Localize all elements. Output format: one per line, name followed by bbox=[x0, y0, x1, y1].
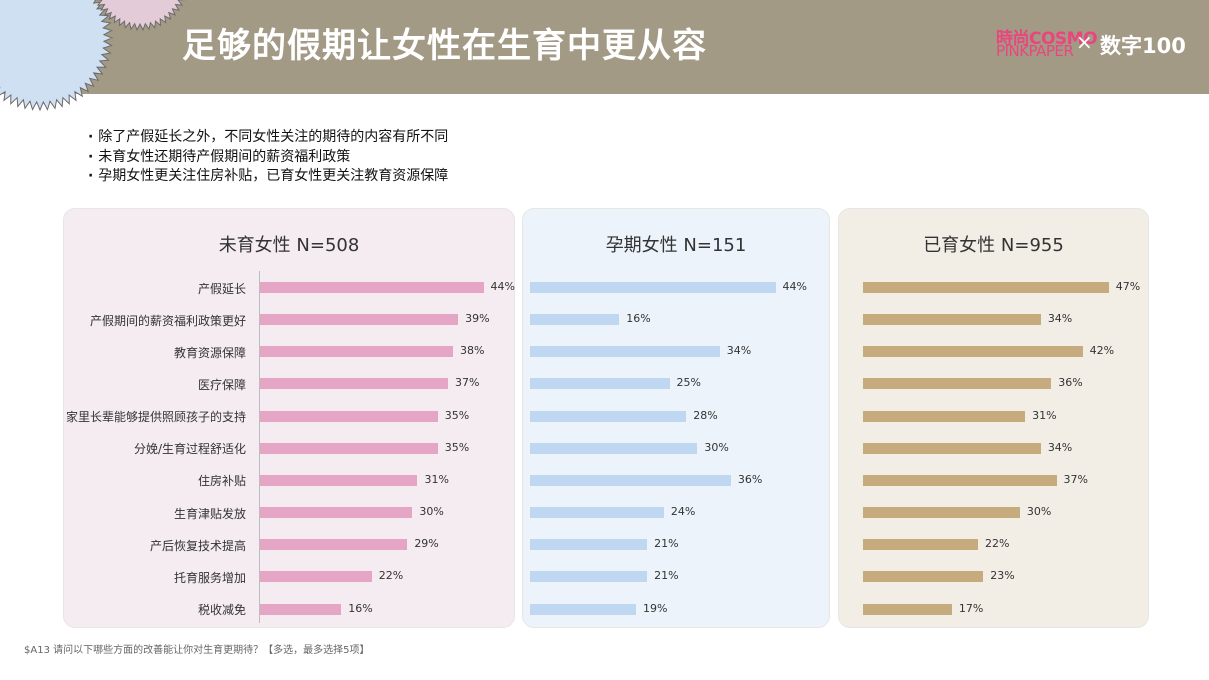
bar bbox=[260, 474, 418, 486]
bar bbox=[530, 346, 720, 358]
bar bbox=[530, 282, 776, 293]
bar bbox=[863, 346, 1083, 358]
value-label: 34% bbox=[1047, 440, 1073, 454]
chart-panel-childless: 未育女性 N=508 产假延长 44% 产假期间的薪资福利政策更好 39% 教育资源保障… bbox=[63, 208, 515, 628]
category-label: 分娩/生育过程舒适化 bbox=[133, 442, 246, 457]
collab-cross-icon: × bbox=[1076, 30, 1093, 54]
bar bbox=[530, 603, 637, 615]
bar bbox=[260, 282, 484, 293]
bar bbox=[530, 378, 670, 390]
category-label: 医疗保障 bbox=[197, 377, 246, 392]
bar bbox=[863, 539, 979, 551]
shuzi100-logo: 数字100 bbox=[1100, 34, 1186, 58]
value-label: 36% bbox=[1058, 376, 1083, 390]
category-label: 税收减免 bbox=[197, 603, 246, 617]
bar bbox=[530, 442, 698, 454]
page-title: 足够的假期让女性在生育中更从容 bbox=[182, 26, 707, 66]
bar bbox=[863, 442, 1041, 454]
bar bbox=[260, 507, 413, 519]
bar bbox=[863, 507, 1020, 519]
finding-item: 未育女性还期待产假期间的薪资福利政策 bbox=[88, 148, 448, 168]
value-label: 22% bbox=[378, 569, 404, 583]
value-label: 37% bbox=[454, 376, 480, 390]
value-label: 30% bbox=[419, 505, 444, 519]
value-label: 34% bbox=[1047, 312, 1073, 326]
value-label: 21% bbox=[654, 569, 679, 583]
value-label: 16% bbox=[626, 312, 651, 326]
category-label: 产后恢复技术提高 bbox=[149, 538, 246, 553]
value-label: 35% bbox=[444, 440, 470, 454]
value-label: 30% bbox=[704, 440, 729, 454]
value-label: 30% bbox=[1026, 505, 1052, 519]
decorative-starburst-icon bbox=[0, 0, 186, 112]
bar bbox=[260, 410, 438, 422]
bar bbox=[260, 442, 438, 454]
value-label: 42% bbox=[1089, 344, 1115, 358]
value-label: 24% bbox=[670, 505, 696, 519]
bar bbox=[260, 603, 342, 615]
bar bbox=[863, 378, 1052, 390]
value-label: 21% bbox=[654, 537, 679, 551]
category-label: 产假延长 bbox=[197, 281, 246, 296]
finding-item: 孕期女性更关注住房补贴，已育女性更关注教育资源保障 bbox=[88, 167, 448, 187]
bar bbox=[863, 474, 1057, 486]
bar bbox=[863, 410, 1026, 422]
bar bbox=[530, 474, 731, 486]
value-label: 31% bbox=[1032, 408, 1057, 422]
key-findings-list: 除了产假延长之外，不同女性关注的期待的内容有所不同 未育女性还期待产假期间的薪资… bbox=[88, 128, 448, 187]
category-label: 产假期间的薪资福利政策更好 bbox=[89, 313, 246, 328]
value-label: 34% bbox=[726, 344, 752, 358]
brand-logos: 時尚COSMO PINKPAPER × 数字100 bbox=[996, 24, 1196, 64]
value-label: 29% bbox=[414, 537, 439, 551]
bar bbox=[863, 282, 1109, 293]
finding-item: 除了产假延长之外，不同女性关注的期待的内容有所不同 bbox=[88, 128, 448, 148]
value-label: 31% bbox=[424, 472, 449, 486]
bar bbox=[530, 571, 648, 583]
chart-panel-pregnant: 孕期女性 N=151 44% 16% 34% 25% 28% 30% 36% 24% 21% 21… bbox=[522, 208, 830, 628]
category-label: 教育资源保障 bbox=[173, 345, 246, 360]
value-label: 44% bbox=[490, 280, 515, 293]
bar bbox=[863, 314, 1041, 326]
category-label: 托育服务增加 bbox=[173, 570, 246, 585]
cosmo-logo: 時尚COSMO bbox=[996, 29, 1098, 49]
value-label: 17% bbox=[958, 601, 984, 615]
category-label: 住房补贴 bbox=[197, 474, 246, 489]
bar bbox=[530, 314, 620, 326]
bar bbox=[260, 378, 448, 390]
header-banner: 足够的假期让女性在生育中更从容 時尚COSMO PINKPAPER × 数字10… bbox=[0, 0, 1209, 112]
value-label: 39% bbox=[465, 312, 490, 326]
bar bbox=[260, 571, 372, 583]
bar bbox=[530, 539, 648, 551]
bar bbox=[863, 603, 952, 615]
value-label: 25% bbox=[676, 376, 701, 390]
value-label: 37% bbox=[1063, 472, 1088, 486]
chart-title: 未育女性 N=508 bbox=[218, 235, 360, 256]
bar bbox=[260, 346, 454, 358]
value-label: 44% bbox=[782, 280, 807, 293]
survey-question-footnote: $A13 请问以下哪些方面的改善能让你对生育更期待？【多选，最多选择5项】 bbox=[24, 645, 370, 656]
chart-title: 孕期女性 N=151 bbox=[605, 235, 747, 256]
value-label: 36% bbox=[737, 472, 763, 486]
category-label: 家里长辈能够提供照顾孩子的支持 bbox=[65, 410, 246, 425]
chart-title: 已育女性 N=955 bbox=[923, 235, 1064, 256]
value-label: 22% bbox=[985, 537, 1010, 551]
value-label: 19% bbox=[643, 601, 668, 615]
chart-axis-line bbox=[259, 271, 260, 623]
bar bbox=[260, 539, 408, 551]
bar bbox=[530, 507, 664, 519]
value-label: 35% bbox=[444, 408, 470, 422]
value-label: 16% bbox=[348, 601, 373, 615]
chart-panel-mothers: 已育女性 N=955 47% 34% 42% 36% 31% 34% 37% 30% 22% 23… bbox=[838, 208, 1149, 628]
value-label: 47% bbox=[1115, 280, 1141, 293]
value-label: 38% bbox=[460, 344, 485, 358]
pinkpaper-logo: PINKPAPER bbox=[996, 42, 1074, 60]
category-label: 生育津贴发放 bbox=[173, 506, 246, 521]
bar bbox=[260, 314, 459, 326]
value-label: 23% bbox=[990, 569, 1015, 583]
bar bbox=[530, 410, 687, 422]
value-label: 28% bbox=[693, 408, 718, 422]
bar bbox=[863, 571, 984, 583]
